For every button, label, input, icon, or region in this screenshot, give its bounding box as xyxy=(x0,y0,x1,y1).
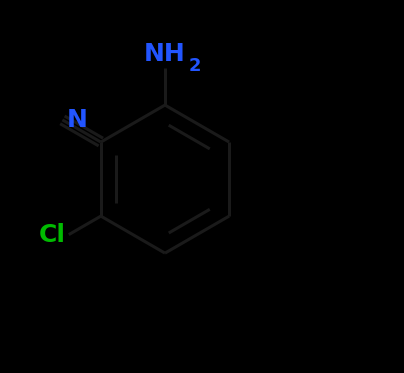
Text: N: N xyxy=(67,108,88,132)
Text: 2: 2 xyxy=(189,57,202,75)
Text: Cl: Cl xyxy=(39,223,66,247)
Text: NH: NH xyxy=(144,42,186,66)
